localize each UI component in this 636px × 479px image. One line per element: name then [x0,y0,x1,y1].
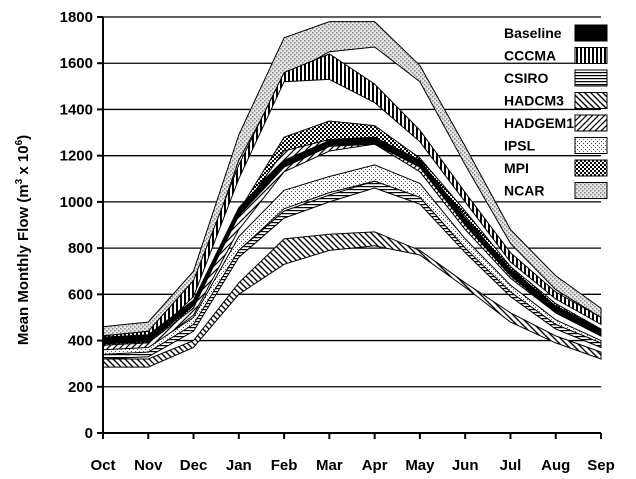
legend-swatch [574,182,608,199]
legend-item-hadcm3: HADCM3 [504,92,608,109]
y-tick-label: 1200 [60,148,93,165]
x-tick-label: Feb [271,457,298,474]
band-baseline [102,136,602,345]
y-axis-title: Mean Monthly Flow (m3 x 106) [14,135,32,345]
x-tick-label: May [405,457,435,474]
x-tick-label: Jun [452,457,479,474]
legend-label: CSIRO [504,70,548,86]
x-tick-label: Aug [541,457,570,474]
y-tick-label: 1000 [60,194,93,211]
legend-label: NCAR [504,183,544,199]
y-tick-label: 800 [68,240,93,257]
legend-item-cccma: CCCMA [504,47,608,64]
legend-label: HADGEM1 [504,115,574,131]
legend-item-csiro: CSIRO [504,69,608,87]
x-tick-labels: Oct Nov Dec Jan Feb Mar Apr May Jun Jul Aug Sep [90,457,614,474]
axes [97,16,602,439]
legend-item-hadgem1: HADGEM1 [504,114,608,132]
y-tick-label: 200 [68,379,93,396]
legend-label: Baseline [504,25,562,41]
legend-item-mpi: MPI [504,159,608,177]
legend-label: HADCM3 [504,93,564,109]
legend-label: CCCMA [504,48,556,64]
x-tick-label: Jul [500,457,522,474]
x-tick-label: Dec [180,457,208,474]
legend-swatch [574,69,608,87]
x-tick-label: Sep [587,457,615,474]
legend-swatch [574,92,608,109]
x-tick-label: Jan [226,457,252,474]
legend-label: IPSL [504,138,536,154]
legend-swatch [574,24,608,42]
y-tick-label: 1600 [60,55,93,72]
x-tick-label: Oct [90,457,115,474]
legend-swatch [574,47,608,64]
legend-label: MPI [504,160,529,176]
band-hadcm3 [102,231,602,368]
x-tick-label: Nov [134,457,163,474]
legend-item-baseline: Baseline [504,24,608,42]
y-tick-label: 400 [68,333,93,350]
band-cccma [102,53,602,346]
legend-swatch [574,159,608,177]
y-tick-label: 1800 [60,9,93,26]
x-tick-label: Apr [362,457,388,474]
y-tick-label: 600 [68,286,93,303]
band-csiro [102,180,602,360]
legend-item-ipsl: IPSL [504,137,608,154]
x-tick-label: Mar [316,457,343,474]
legend-swatch [574,137,608,154]
legend-item-ncar: NCAR [504,182,608,199]
legend-swatch [574,114,608,132]
y-tick-label: 1400 [60,101,93,118]
y-tick-labels: 0 200 400 600 800 1000 1200 1400 1600 1800 [60,9,93,442]
legend: Baseline CCCMA CSIRO HADCM3 HADGEM1 IPSL MPI NC… [504,24,608,199]
y-tick-label: 0 [85,425,93,442]
series-bands [102,21,602,368]
